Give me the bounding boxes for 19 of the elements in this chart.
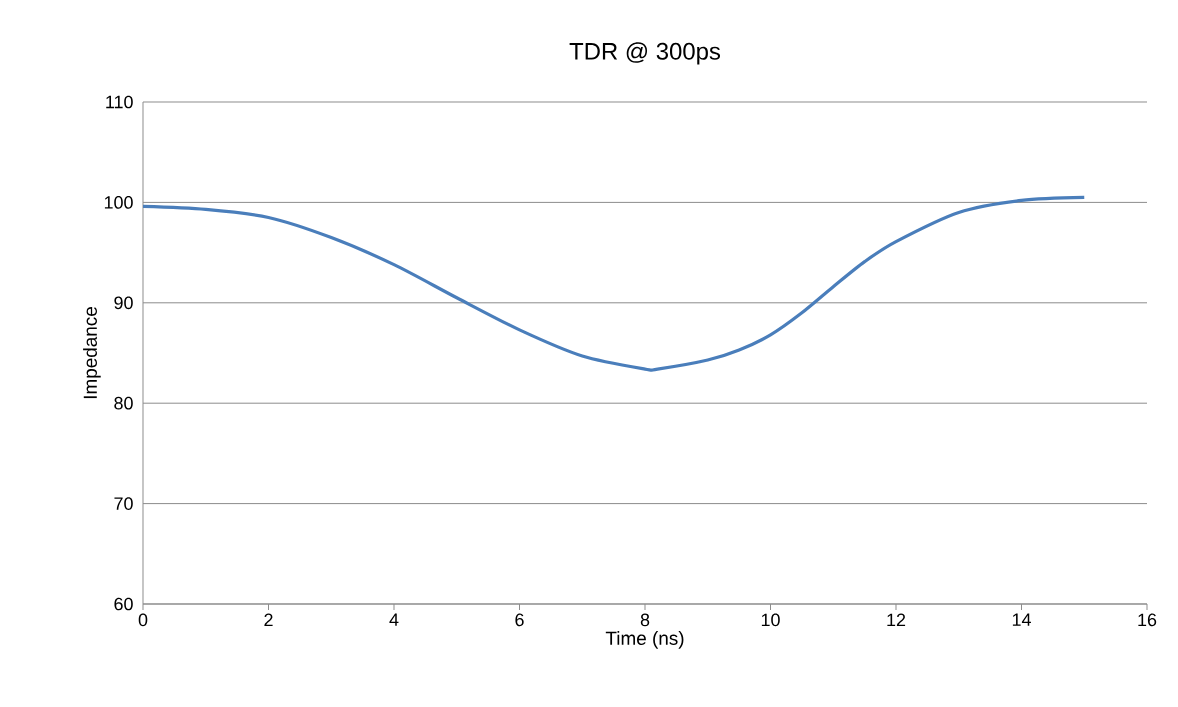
x-tick-label: 6 [515, 613, 524, 627]
x-tick-label: 10 [761, 613, 780, 627]
y-tick-label: 100 [104, 196, 133, 209]
chart-title: TDR @ 300ps [569, 42, 721, 65]
x-tick-label: 2 [264, 613, 273, 627]
x-tick-label: 4 [389, 613, 399, 626]
y-tick-label: 60 [114, 597, 133, 611]
x-axis-title: Time (ns) [605, 631, 684, 649]
y-axis-title: Impedance [83, 307, 101, 399]
line-series [143, 195, 1086, 371]
y-tick-label: 90 [114, 296, 133, 310]
x-tick-label: 0 [138, 613, 148, 627]
y-tick-label: 80 [114, 396, 133, 410]
y-tick-label: 110 [106, 95, 133, 109]
x-tick-label: 8 [640, 613, 650, 627]
x-tick-label: 16 [1138, 613, 1157, 627]
y-tick-label: 70 [114, 497, 133, 510]
x-tick-label: 14 [1012, 613, 1031, 626]
x-tick-label: 12 [887, 613, 906, 627]
